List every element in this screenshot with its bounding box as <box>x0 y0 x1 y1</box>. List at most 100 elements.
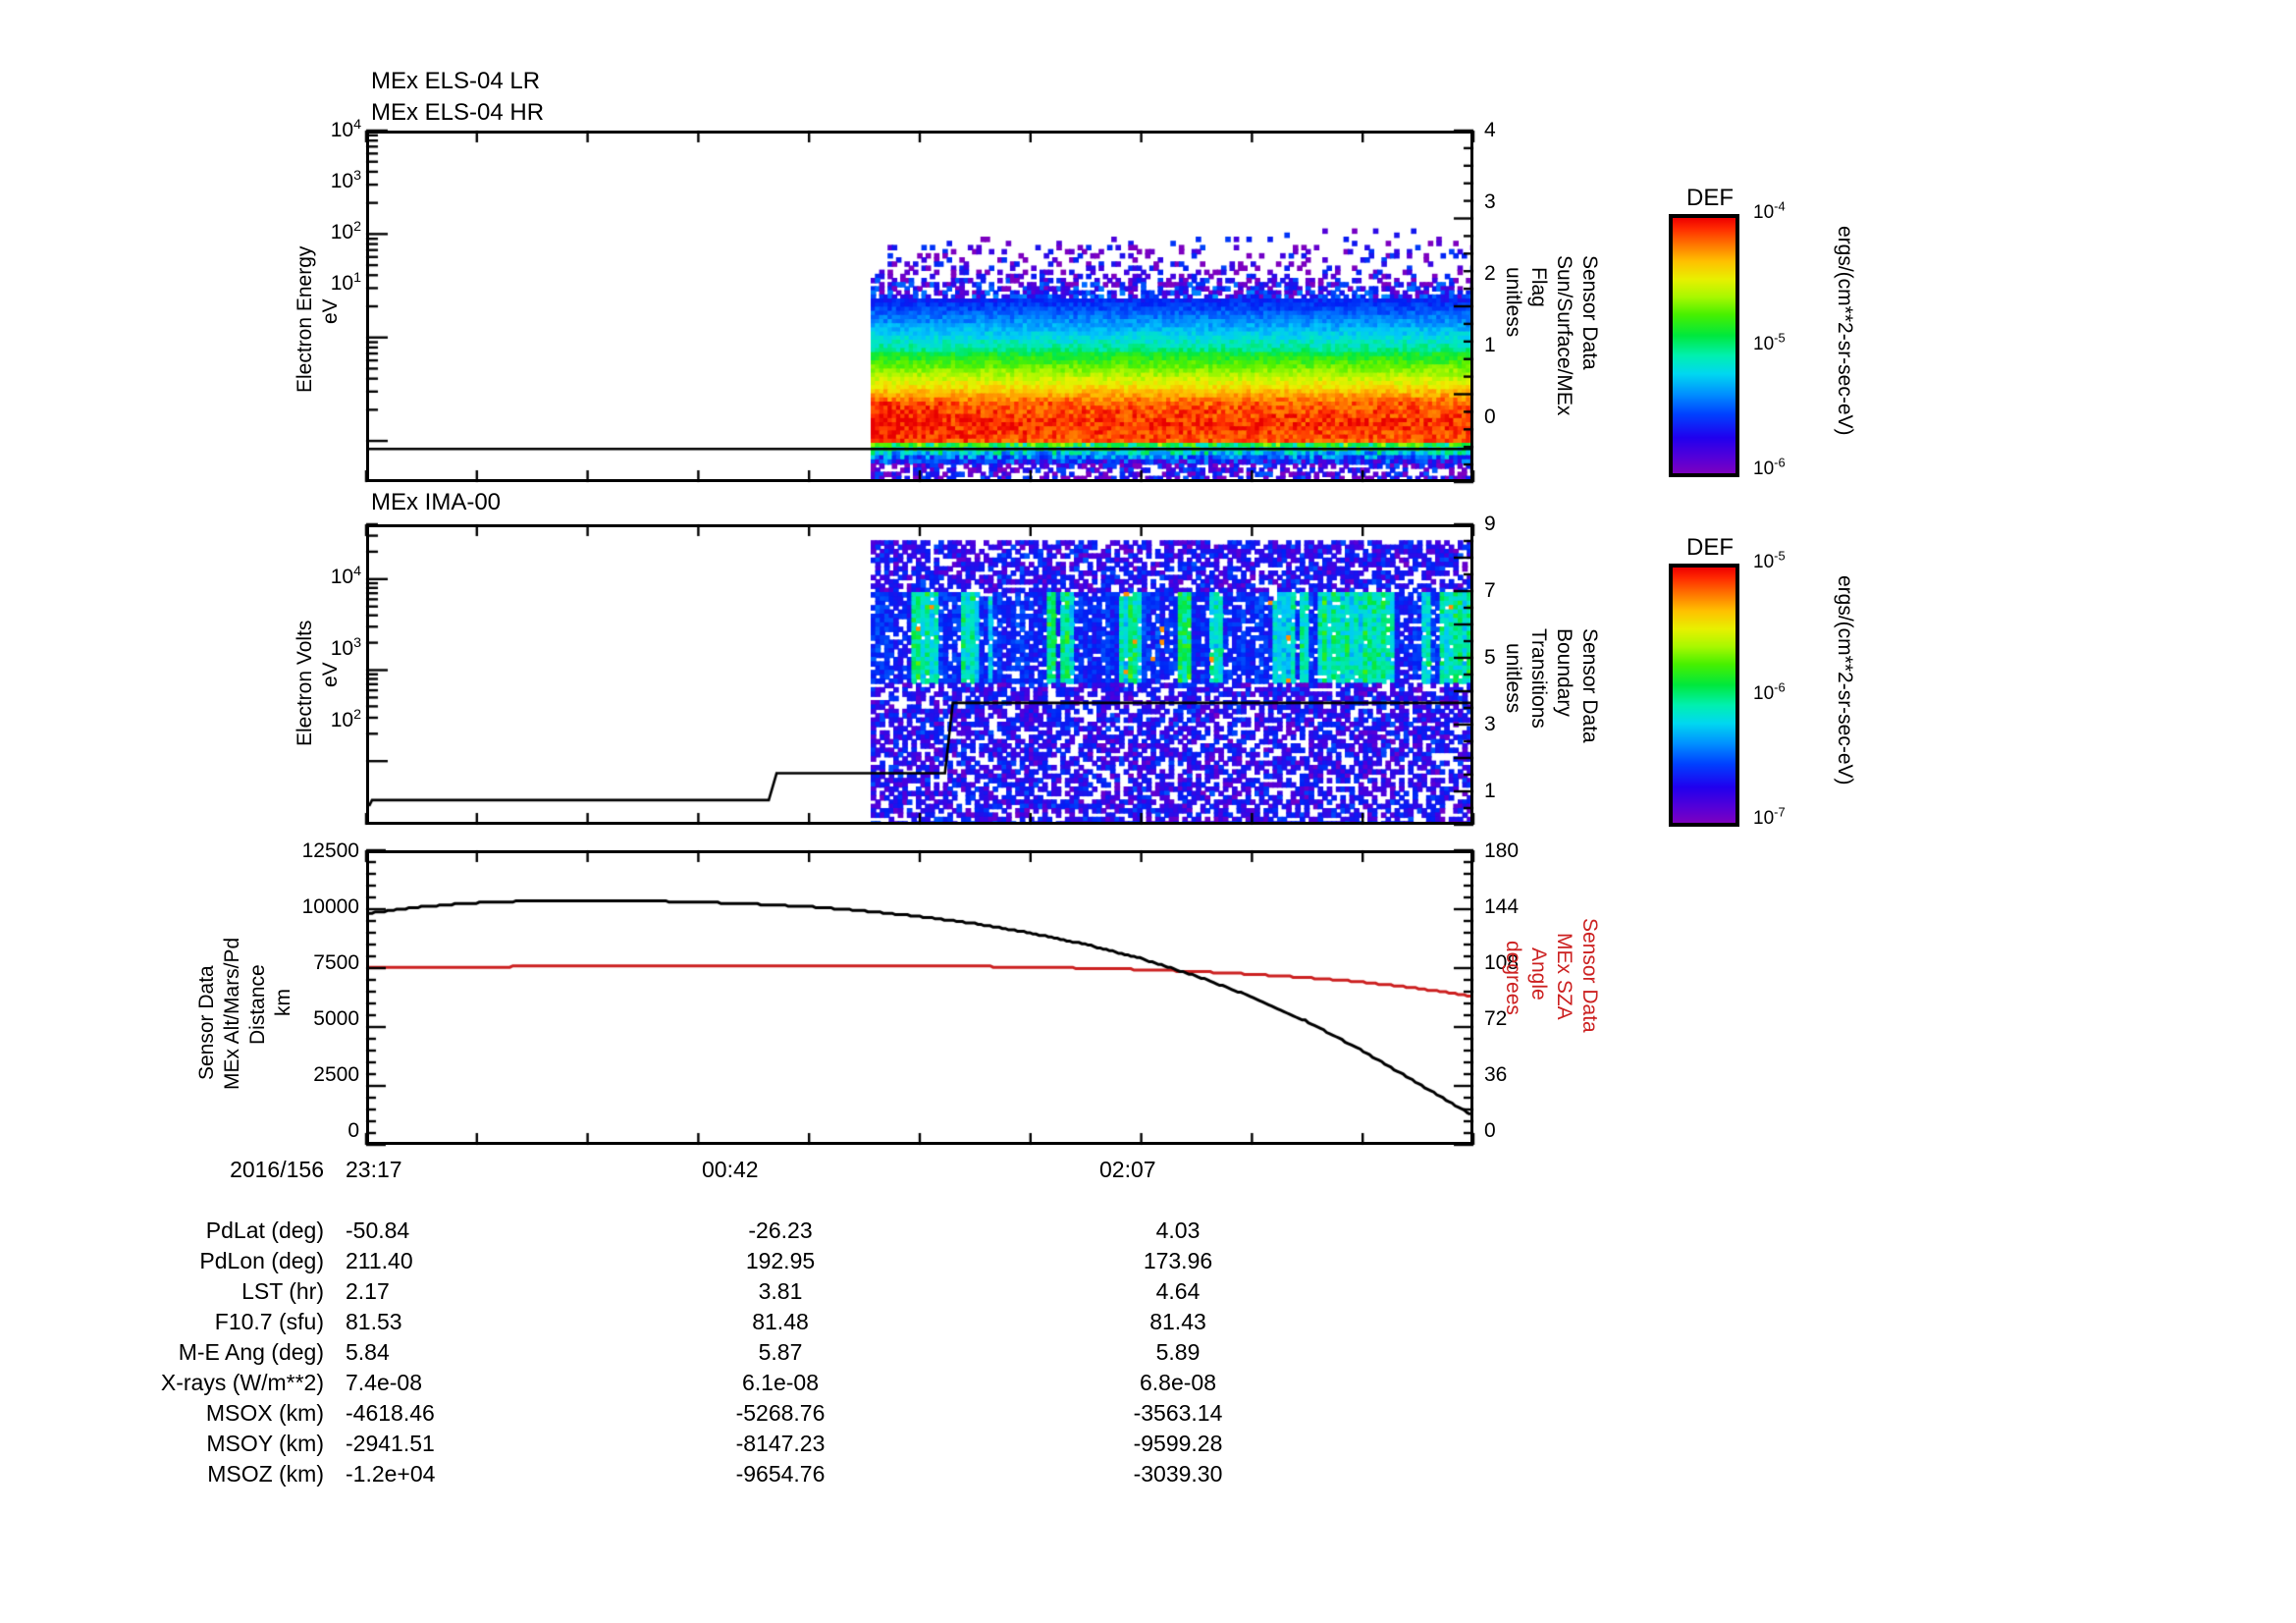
table-row-label: MSOX (km) <box>205 1400 324 1426</box>
table-row-label: F10.7 (sfu) <box>214 1309 324 1334</box>
table-cell: 192.95 <box>745 1248 816 1273</box>
panel-distance-yaxis-l4: km <box>272 989 294 1016</box>
table-cell: -26.23 <box>748 1217 813 1243</box>
panel-els-yaxis-units: eV <box>319 298 346 346</box>
colorbar-els <box>1669 214 1739 477</box>
table-row-label: LST (hr) <box>241 1278 324 1304</box>
panel-distance-rtick-36: 36 <box>1484 1063 1508 1086</box>
panel-els-rtick-2: 2 <box>1484 262 1496 285</box>
panel-distance-yaxis-units: km <box>272 989 300 1038</box>
panel-ima-yaxis-l2: eV <box>319 662 342 687</box>
panel-els-raxis-title4: unitless <box>1502 267 1593 337</box>
panel-distance-ytick-12500: 12500 <box>301 839 359 862</box>
panel-distance-ytick-5000: 5000 <box>313 1007 359 1030</box>
panel-ima-yaxis-l1: Electron Volts <box>294 620 316 746</box>
table-cell: -8147.23 <box>735 1431 826 1456</box>
colorbar-els-label: DEF <box>1686 185 1734 211</box>
panel-els-ytick-1e1: 101 <box>330 270 361 295</box>
panel-distance-raxis-title4: degrees <box>1502 941 1598 1015</box>
table-cell: -3039.30 <box>1133 1461 1223 1487</box>
panel-els-yaxis-title-line1: Electron Energy <box>294 245 316 393</box>
panel-distance-yaxis-l1: Sensor Data <box>195 965 218 1080</box>
colorbar-ima-units-text: ergs/(cm**2-sr-sec-eV) <box>1834 575 1856 785</box>
table-cell: 211.40 <box>346 1248 413 1273</box>
colorbar-els-tick-bottom: 10-6 <box>1753 455 1786 479</box>
xaxis-tick-label-2: 02:07 <box>1099 1157 1156 1182</box>
panel-els-rtick-0: 0 <box>1484 406 1496 428</box>
table-cell: -1.2e+04 <box>346 1461 436 1487</box>
table-cell: 7.4e-08 <box>346 1370 423 1395</box>
panel-ima-rtick-1: 1 <box>1484 780 1496 802</box>
panel-distance-raxis-l4: degrees <box>1502 941 1524 1015</box>
panel-els-title-hr: MEx ELS-04 HR <box>371 99 545 126</box>
xaxis-tick-label-1: 00:42 <box>702 1157 759 1182</box>
panel-ima-rtick-3: 3 <box>1484 713 1496 735</box>
panel-ima-ytick-1e3: 103 <box>330 635 361 660</box>
table-cell: 4.03 <box>1155 1217 1201 1243</box>
table-cell: -3563.14 <box>1133 1400 1223 1426</box>
panel-els-rtick-4: 4 <box>1484 119 1496 141</box>
panel-ima-ytick-1e2: 102 <box>330 707 361 731</box>
panel-ima-yaxis-units: eV <box>319 662 346 709</box>
panel-distance-traces <box>369 853 1470 1142</box>
panel-distance-rtick-144: 144 <box>1484 895 1520 918</box>
panel-ima-raxis-l4: unitless <box>1502 643 1524 714</box>
table-cell: 81.43 <box>1149 1309 1206 1334</box>
panel-els-rtick-3: 3 <box>1484 190 1496 213</box>
table-cell: -9599.28 <box>1133 1431 1223 1456</box>
panel-distance-rtick-180: 180 <box>1484 839 1520 862</box>
panel-distance-yaxis-title2: MEx Alt/Mars/Pd <box>221 938 374 1111</box>
table-cell: -2941.51 <box>346 1431 435 1456</box>
colorbar-ima-units: ergs/(cm**2-sr-sec-eV) <box>1834 575 2065 785</box>
panel-distance-ytick-0: 0 <box>347 1119 359 1142</box>
table-cell: -4618.46 <box>346 1400 435 1426</box>
table-cell: 5.84 <box>346 1339 390 1365</box>
panel-els-title-lr: MEx ELS-04 LR <box>371 68 541 94</box>
panel-distance-ytick-7500: 7500 <box>313 951 359 974</box>
table-row-label: MSOZ (km) <box>207 1461 324 1487</box>
panel-els-ytick-1e3: 103 <box>330 168 361 192</box>
panel-ima-raxis-title4: unitless <box>1502 643 1593 713</box>
panel-ima-ytick-1e4: 104 <box>330 564 361 588</box>
panel-distance-ytick-10000: 10000 <box>301 895 359 918</box>
table-cell: 6.1e-08 <box>741 1370 819 1395</box>
panel-els-raxis-l4: unitless <box>1502 267 1524 338</box>
table-cell: -5268.76 <box>735 1400 826 1426</box>
table-cell: 5.89 <box>1155 1339 1201 1365</box>
table-row-label: M-E Ang (deg) <box>178 1339 324 1365</box>
colorbar-els-tick-top: 10-4 <box>1753 198 1786 223</box>
table-cell: 5.87 <box>758 1339 803 1365</box>
panel-els-ytick-1e2: 102 <box>330 219 361 243</box>
colorbar-ima-tick-top: 10-5 <box>1753 548 1786 572</box>
table-row-label: X-rays (W/m**2) <box>160 1370 324 1395</box>
table-row-label: PdLon (deg) <box>199 1248 324 1273</box>
table-cell: 4.64 <box>1155 1278 1201 1304</box>
panel-els-ytick-1e4: 104 <box>330 117 361 141</box>
table-row-label: MSOY (km) <box>206 1431 324 1456</box>
colorbar-ima-tick-mid: 10-6 <box>1753 679 1786 704</box>
panel-distance-rtick-0: 0 <box>1484 1119 1496 1142</box>
panel-ima-spectrogram <box>369 527 1470 822</box>
table-cell: 3.81 <box>758 1278 803 1304</box>
colorbar-els-tick-mid: 10-5 <box>1753 330 1786 354</box>
panel-ima-rtick-5: 5 <box>1484 646 1496 669</box>
table-row-label: PdLat (deg) <box>205 1217 324 1243</box>
xaxis-tick-label-0: 23:17 <box>346 1157 402 1182</box>
table-cell: 173.96 <box>1143 1248 1213 1273</box>
table-cell: -50.84 <box>346 1217 410 1243</box>
colorbar-ima-tick-bottom: 10-7 <box>1753 804 1786 829</box>
panel-distance-yaxis-l3: Distance <box>246 964 269 1045</box>
panel-ima-rtick-7: 7 <box>1484 579 1496 602</box>
colorbar-ima <box>1669 564 1739 827</box>
panel-ima-rtick-9: 9 <box>1484 513 1496 535</box>
table-cell: 2.17 <box>346 1278 390 1304</box>
colorbar-ima-label: DEF <box>1686 534 1734 561</box>
table-cell: -9654.76 <box>735 1461 826 1487</box>
table-cell: 81.48 <box>752 1309 809 1334</box>
table-cell: 6.8e-08 <box>1139 1370 1216 1395</box>
table-row-label: 2016/156 <box>230 1157 324 1182</box>
colorbar-els-units: ergs/(cm**2-sr-sec-eV) <box>1834 226 2065 436</box>
colorbar-els-units-text: ergs/(cm**2-sr-sec-eV) <box>1834 226 1856 436</box>
panel-distance-yaxis-title3: Distance <box>246 964 328 1066</box>
table-cell: 81.53 <box>346 1309 402 1334</box>
